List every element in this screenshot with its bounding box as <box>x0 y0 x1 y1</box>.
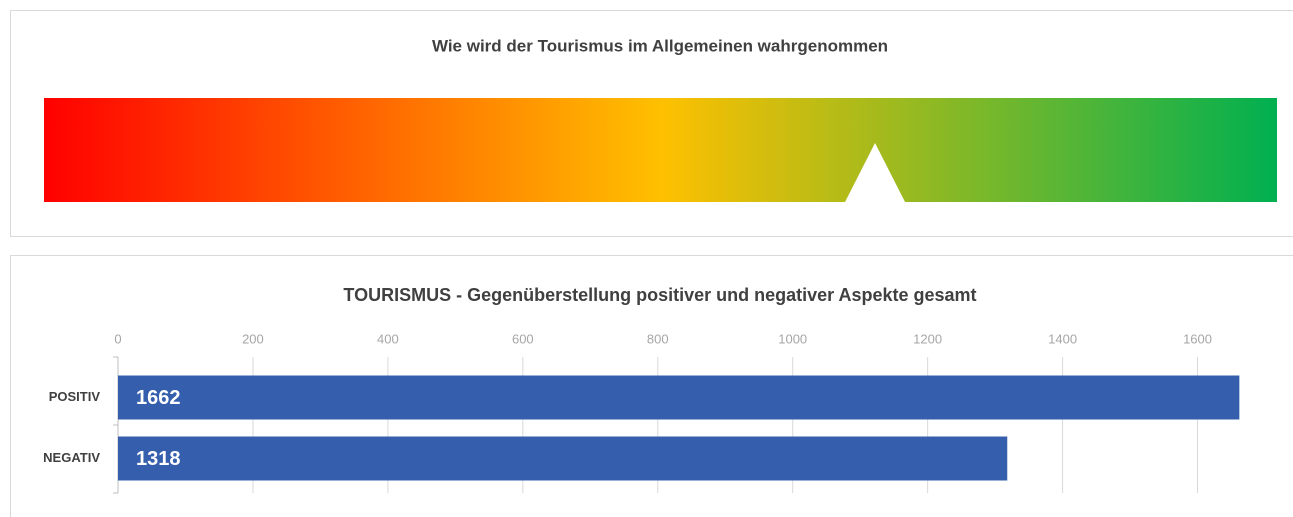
x-tick-label: 1000 <box>778 331 807 346</box>
data-label: 1318 <box>136 448 181 470</box>
y-tick-label: POSITIV <box>49 389 101 404</box>
bar <box>118 375 1240 420</box>
x-tick-label: 1400 <box>1048 331 1077 346</box>
x-tick-label: 0 <box>114 331 121 346</box>
gauge-marker <box>845 143 906 202</box>
data-label: 1662 <box>136 387 181 409</box>
x-tick-label: 1600 <box>1183 331 1212 346</box>
x-tick-label: 200 <box>242 331 264 346</box>
chart-title: TOURISMUS - Gegenüberstellung positiver … <box>343 285 976 305</box>
chart-title: Wie wird der Tourismus im Allgemeinen wa… <box>432 36 888 55</box>
y-tick-label: NEGATIV <box>43 450 100 465</box>
bar <box>118 436 1008 481</box>
gauge-bar <box>44 98 1277 202</box>
x-tick-label: 400 <box>377 331 399 346</box>
x-tick-label: 800 <box>647 331 669 346</box>
x-tick-label: 1200 <box>913 331 942 346</box>
x-tick-label: 600 <box>512 331 534 346</box>
